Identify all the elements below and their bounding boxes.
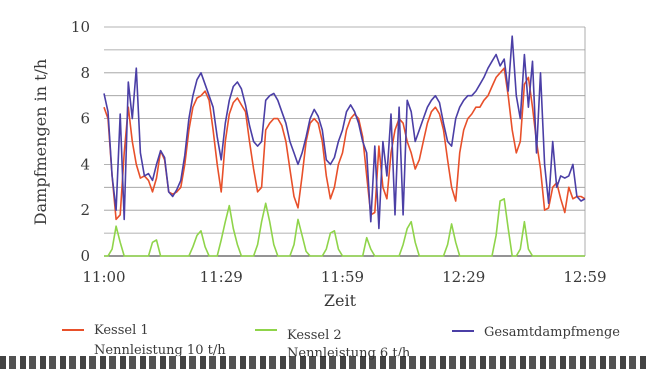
series-line-gesamt bbox=[103, 35, 586, 230]
y-tick-label: 6 bbox=[80, 110, 90, 128]
legend-sublabel-kessel1: Nennleistung 10 t/h bbox=[94, 343, 226, 358]
x-tick-label: 12:29 bbox=[442, 268, 485, 286]
x-axis-title: Zeit bbox=[324, 291, 357, 310]
x-tick-label: 11:00 bbox=[82, 268, 125, 286]
y-tick-label: 4 bbox=[80, 155, 90, 173]
series-line-kessel2 bbox=[104, 198, 585, 257]
series-line-kessel1 bbox=[103, 67, 586, 221]
y-tick-labels: 0 2 4 6 8 10 bbox=[71, 18, 90, 265]
scan-artifact-strip bbox=[0, 356, 647, 369]
y-axis-title: Dampfmengen in t/h bbox=[31, 59, 50, 225]
legend-label-kessel1: Kessel 1 bbox=[94, 323, 149, 338]
y-tick-label: 0 bbox=[80, 247, 90, 265]
x-tick-label: 11:59 bbox=[321, 268, 364, 286]
y-tick-label: 8 bbox=[80, 64, 90, 82]
series-lines bbox=[103, 35, 586, 257]
x-tick-label: 12:59 bbox=[563, 268, 606, 286]
x-tick-labels: 11:00 11:29 11:59 12:29 12:59 bbox=[82, 268, 606, 286]
x-tick-label: 11:29 bbox=[200, 268, 243, 286]
y-tick-label: 2 bbox=[80, 201, 90, 219]
legend-label-gesamt: Gesamtdampfmenge bbox=[484, 325, 620, 340]
y-tick-label: 10 bbox=[71, 18, 90, 36]
legend-label-kessel2: Kessel 2 bbox=[287, 328, 342, 343]
